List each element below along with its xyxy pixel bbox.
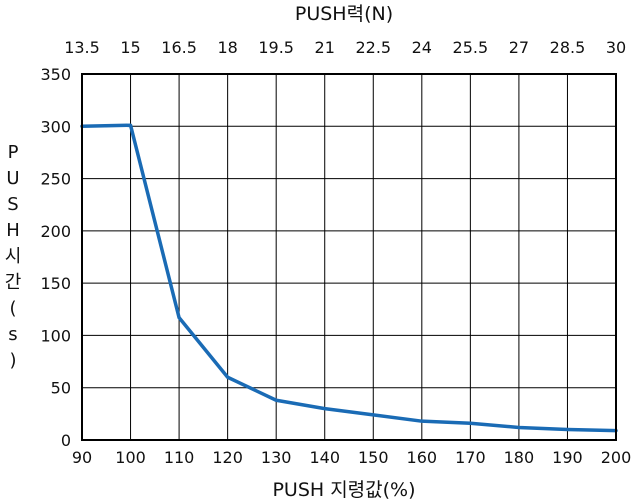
x-top-tick-label: 27 <box>509 38 529 57</box>
x-tick-label: 200 <box>601 448 632 467</box>
y-label-char: S <box>7 194 18 215</box>
x-top-tick-label: 18 <box>217 38 237 57</box>
y-tick-label: 100 <box>40 326 71 345</box>
y-label-char: H <box>6 220 20 241</box>
x-top-tick-label: 16.5 <box>161 38 197 57</box>
x-tick-label: 100 <box>115 448 146 467</box>
x-tick-label: 170 <box>455 448 486 467</box>
left-tick-labels: 0 50 100 150 200 250 300 350 <box>40 65 71 450</box>
x-tick-label: 130 <box>261 448 292 467</box>
x-tick-label: 140 <box>309 448 340 467</box>
x-tick-label: 160 <box>407 448 438 467</box>
y-label-char: P <box>8 142 19 163</box>
x-top-tick-label: 24 <box>412 38 432 57</box>
y-tick-label: 0 <box>61 431 71 450</box>
x-tick-label: 90 <box>72 448 92 467</box>
series-line <box>80 123 618 433</box>
y-tick-label: 300 <box>40 117 71 136</box>
y-tick-label: 250 <box>40 170 71 189</box>
y-tick-label: 150 <box>40 274 71 293</box>
x-tick-label: 190 <box>552 448 583 467</box>
y-tick-label: 350 <box>40 65 71 84</box>
x-top-tick-label: 19.5 <box>258 38 294 57</box>
bottom-tick-labels: 90 100 110 120 130 140 150 160 170 180 190 200 <box>72 448 631 467</box>
y-tick-label: 200 <box>40 222 71 241</box>
y-label-char: s <box>8 324 17 345</box>
x-top-tick-label: 25.5 <box>453 38 489 57</box>
x-tick-label: 120 <box>212 448 243 467</box>
plot-frame <box>81 73 617 441</box>
x-tick-label: 150 <box>358 448 389 467</box>
y-label-char: ) <box>9 350 16 371</box>
x-top-tick-label: 13.5 <box>64 38 100 57</box>
y-label-char: U <box>6 168 19 189</box>
x-top-tick-label: 30 <box>606 38 626 57</box>
y-label-char: 간 <box>5 272 22 293</box>
x-top-tick-label: 28.5 <box>550 38 586 57</box>
bottom-axis-title: PUSH 지령값(%) <box>272 479 415 501</box>
top-axis-title: PUSH력(N) <box>295 3 393 25</box>
x-top-tick-label: 22.5 <box>355 38 391 57</box>
y-label-char: ( <box>9 298 16 319</box>
x-tick-label: 180 <box>504 448 535 467</box>
y-tick-label: 50 <box>51 379 71 398</box>
x-top-tick-label: 15 <box>120 38 140 57</box>
top-tick-labels: 13.5 15 16.5 18 19.5 21 22.5 24 25.5 27 28.5 30 <box>64 38 626 57</box>
y-label-char: 시 <box>5 246 22 267</box>
x-top-tick-label: 21 <box>315 38 335 57</box>
series-layer <box>80 123 618 433</box>
x-tick-label: 110 <box>164 448 195 467</box>
